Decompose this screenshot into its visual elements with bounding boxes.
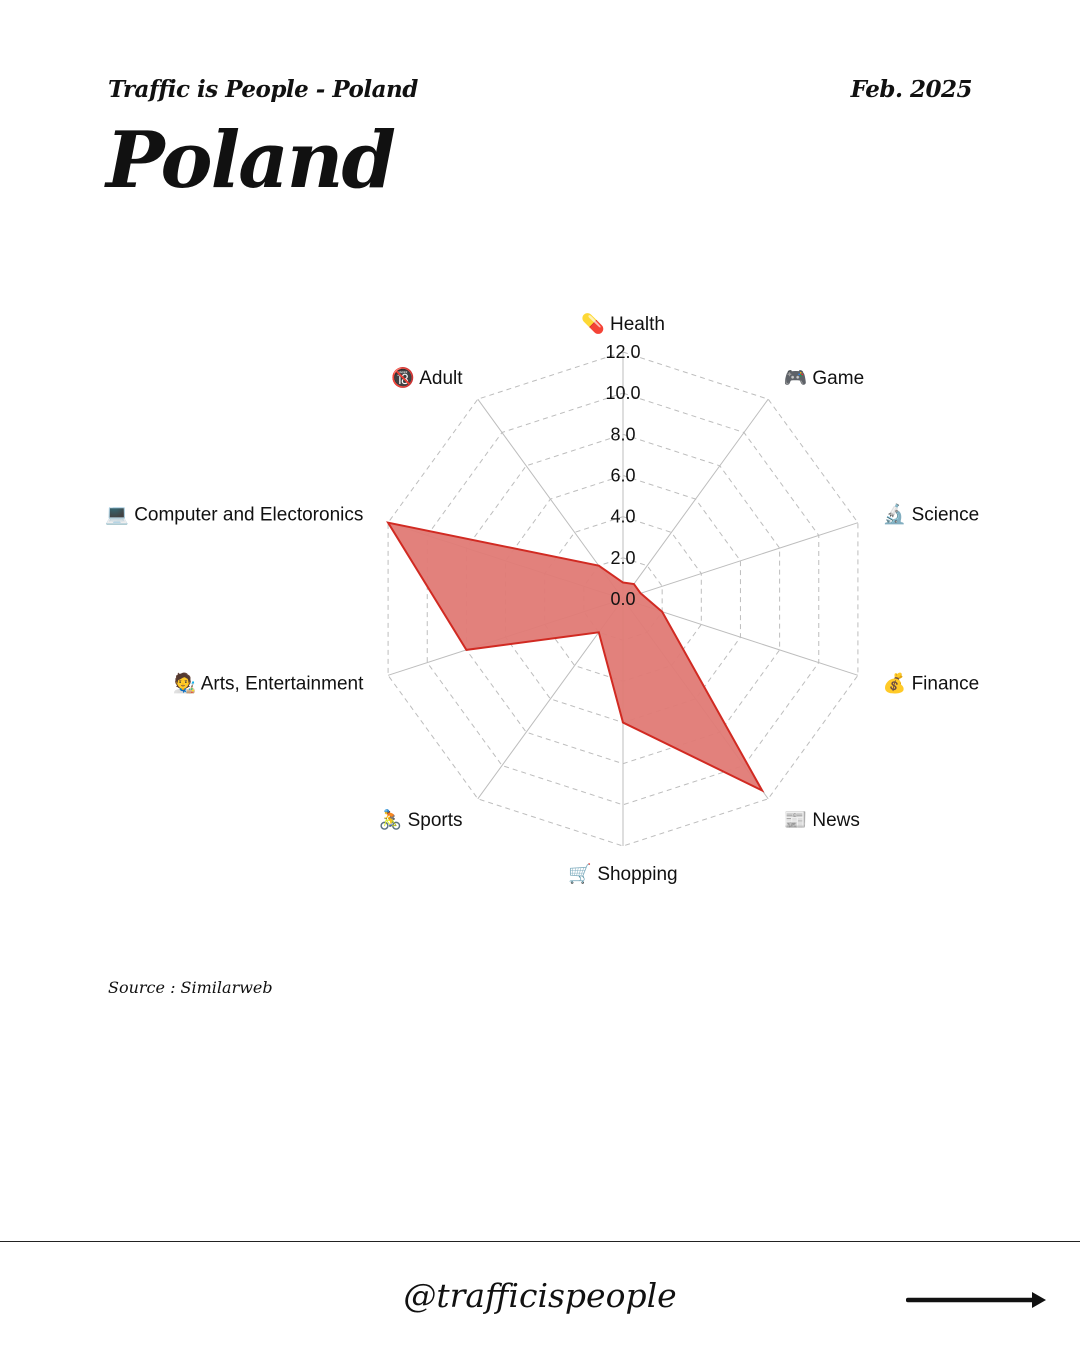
laptop-icon: 💻 [105,505,134,526]
category-label: 📰 News [783,810,859,831]
category-label-text: News [812,810,860,831]
category-label: 💊 Health [581,312,665,335]
category-label-text: Health [610,314,665,335]
source-note: Source : Similarweb [108,978,273,997]
tick-label: 4.0 [610,507,635,527]
date-label: Feb. 2025 [850,76,973,103]
right-arrow-icon[interactable] [906,1288,1048,1312]
axis-spoke [622,398,769,600]
cyclist-icon: 🚴 [379,808,408,831]
newspaper-icon: 📰 [783,810,812,831]
category-label-text: Computer and Electoronics [134,505,363,526]
category-label: 🔞 Adult [391,366,463,389]
category-label: 💰 Finance [883,671,980,694]
category-label: 🧑‍🎨 Arts, Entertainment [173,671,364,694]
category-label: 🔬 Science [883,503,980,526]
social-handle[interactable]: @trafficispeople [403,1276,677,1315]
page-title: Poland [106,115,396,206]
category-label: 💻 Computer and Electoronics [105,505,363,526]
category-label-text: Science [912,505,980,526]
category-label-text: Adult [419,368,463,389]
category-label-text: Finance [912,673,980,694]
no-under-18-icon: 🔞 [391,366,419,389]
tick-label: 2.0 [610,548,635,568]
category-label: 🚴 Sports [379,808,463,831]
tick-label: 6.0 [610,466,635,486]
gamepad-icon: 🎮 [783,368,812,389]
category-label-text: Game [812,368,864,389]
tick-label: 0.0 [610,589,635,609]
axis-spoke [622,522,859,600]
microscope-icon: 🔬 [883,503,912,526]
radar-chart: 0.0 2.0 4.0 6.0 8.0 10.0 12.0 💊 Health 🎮 Game 🔬 S… [105,312,980,885]
tick-label: 8.0 [610,424,635,444]
pill-icon: 💊 [581,312,610,335]
tick-label: 12.0 [605,342,640,362]
category-label: 🎮 Game [783,368,864,389]
footer-divider [0,1241,1080,1242]
grid-ring [387,351,859,847]
category-label: 🛒 Shopping [568,862,677,885]
category-label-text: Shopping [597,864,677,885]
artist-icon: 🧑‍🎨 [173,671,201,694]
data-area [386,521,765,793]
series-title: Traffic is People - Poland [108,76,418,103]
money-bag-icon: 💰 [883,671,912,694]
category-label-text: Arts, Entertainment [201,673,364,694]
category-label-text: Sports [408,810,463,831]
cart-icon: 🛒 [568,862,597,885]
tick-label: 10.0 [605,383,640,403]
